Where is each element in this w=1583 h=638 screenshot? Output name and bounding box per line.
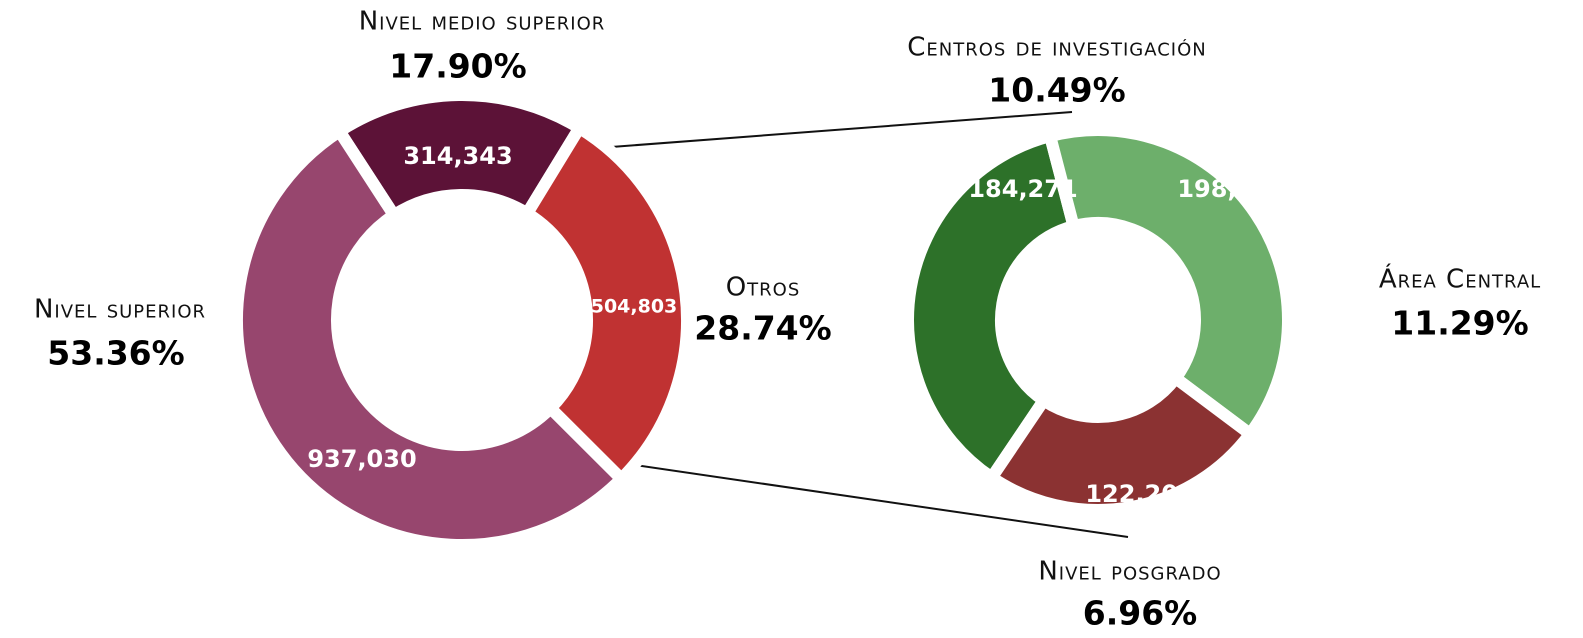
share-label: 11.29%	[1391, 304, 1528, 343]
connector-line	[597, 111, 1073, 149]
share-label: 17.90%	[389, 47, 526, 86]
donut-slice	[518, 119, 693, 488]
donut-slice	[231, 122, 630, 551]
category-label: Otros	[726, 273, 801, 303]
category-label: Área Central	[1379, 263, 1541, 295]
category-label: Nivel superior	[34, 295, 206, 325]
share-label: 53.36%	[47, 334, 184, 373]
category-label: Centros de investigación	[907, 33, 1207, 63]
share-label: 6.96%	[1083, 594, 1198, 633]
donut-slice	[983, 369, 1259, 516]
category-label: Nivel medio superior	[359, 7, 606, 37]
share-label: 28.74%	[694, 309, 831, 348]
value-label: 198,326	[1177, 175, 1286, 203]
connector-line	[627, 463, 1129, 538]
value-label: 937,030	[307, 445, 416, 473]
donut-slice	[331, 89, 588, 224]
category-label: Nivel posgrado	[1038, 557, 1221, 587]
value-label: 122,206	[1085, 480, 1194, 508]
value-label: 314,343	[403, 142, 512, 170]
share-label: 10.49%	[988, 71, 1125, 110]
donut-slice	[1042, 124, 1294, 443]
donut-slice	[902, 128, 1081, 486]
value-label: 184,271	[968, 175, 1077, 203]
value-label: 504,803	[591, 296, 678, 318]
